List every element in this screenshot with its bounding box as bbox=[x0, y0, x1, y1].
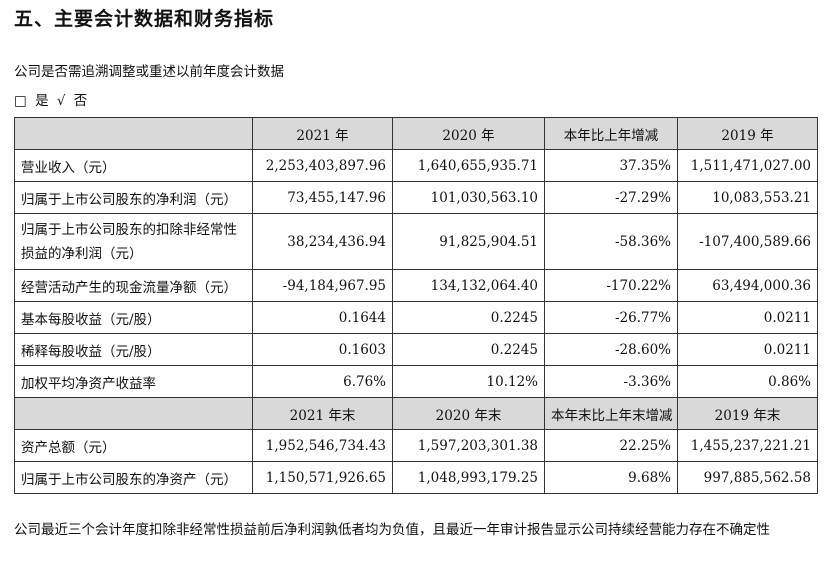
header-cell-blank bbox=[14, 117, 253, 150]
section-heading: 五、主要会计数据和财务指标 bbox=[14, 8, 275, 30]
cell-value: 0.1644 bbox=[252, 301, 393, 334]
cell-value: -170.22% bbox=[544, 269, 678, 302]
row-label: 归属于上市公司股东的扣除非经常性损益的净利润（元） bbox=[14, 213, 253, 270]
cell-value: 73,455,147.96 bbox=[252, 181, 393, 214]
row-label: 归属于上市公司股东的净资产（元） bbox=[14, 461, 253, 494]
row-label: 资产总额（元） bbox=[14, 429, 253, 462]
cell-value: 9.68% bbox=[544, 461, 678, 494]
cell-value: 38,234,436.94 bbox=[252, 213, 393, 270]
cell-value: -58.36% bbox=[544, 213, 678, 270]
cell-value: 1,455,237,221.21 bbox=[677, 429, 818, 462]
cell-value: 0.0211 bbox=[677, 301, 818, 334]
cell-value: -26.77% bbox=[544, 301, 678, 334]
header-cell: 2020 年 bbox=[392, 117, 545, 150]
header-cell: 2019 年末 bbox=[677, 397, 818, 430]
cell-value: 1,597,203,301.38 bbox=[392, 429, 545, 462]
header-cell: 2019 年 bbox=[677, 117, 818, 150]
row-label: 稀释每股收益（元/股） bbox=[14, 333, 253, 366]
table-row: 经营活动产生的现金流量净额（元） -94,184,967.95 134,132,… bbox=[14, 269, 818, 302]
header-cell: 2021 年 bbox=[252, 117, 393, 150]
checkbox-icon: □ bbox=[14, 93, 27, 109]
table-row: 归属于上市公司股东的净利润（元） 73,455,147.96 101,030,5… bbox=[14, 181, 818, 214]
cell-value: 6.76% bbox=[252, 365, 393, 398]
cell-value: 2,253,403,897.96 bbox=[252, 149, 393, 182]
row-label: 营业收入（元） bbox=[14, 149, 253, 182]
cell-value: 10.12% bbox=[392, 365, 545, 398]
checkmark-icon: √ bbox=[56, 93, 66, 109]
header-cell: 2021 年末 bbox=[252, 397, 393, 430]
cell-value: 22.25% bbox=[544, 429, 678, 462]
cell-value: 10,083,553.21 bbox=[677, 181, 818, 214]
restatement-question: 公司是否需追溯调整或重述以前年度会计数据 bbox=[14, 64, 284, 80]
table-row: 营业收入（元） 2,253,403,897.96 1,640,655,935.7… bbox=[14, 149, 818, 182]
row-label: 加权平均净资产收益率 bbox=[14, 365, 253, 398]
cell-value: -107,400,589.66 bbox=[677, 213, 818, 270]
cell-value: -27.29% bbox=[544, 181, 678, 214]
row-label: 经营活动产生的现金流量净额（元） bbox=[14, 269, 253, 302]
table-row: 资产总额（元） 1,952,546,734.43 1,597,203,301.3… bbox=[14, 429, 818, 462]
restatement-answer: □ 是 √ 否 bbox=[14, 91, 91, 111]
cell-value: -28.60% bbox=[544, 333, 678, 366]
cell-value: 0.2245 bbox=[392, 301, 545, 334]
financial-indicators-table: 2021 年 2020 年 本年比上年增减 2019 年 营业收入（元） 2,2… bbox=[14, 117, 818, 494]
cell-value: -3.36% bbox=[544, 365, 678, 398]
table-row: 稀释每股收益（元/股） 0.1603 0.2245 -28.60% 0.0211 bbox=[14, 333, 818, 366]
cell-value: 1,640,655,935.71 bbox=[392, 149, 545, 182]
table-row: 归属于上市公司股东的扣除非经常性损益的净利润（元） 38,234,436.94 … bbox=[14, 213, 818, 270]
table-header-row: 2021 年末 2020 年末 本年末比上年末增减 2019 年末 bbox=[14, 397, 818, 430]
cell-value: 37.35% bbox=[544, 149, 678, 182]
cell-value: 1,952,546,734.43 bbox=[252, 429, 393, 462]
table-row: 归属于上市公司股东的净资产（元） 1,150,571,926.65 1,048,… bbox=[14, 461, 818, 494]
table-header-row: 2021 年 2020 年 本年比上年增减 2019 年 bbox=[14, 117, 818, 150]
cell-value: 997,885,562.58 bbox=[677, 461, 818, 494]
going-concern-note: 公司最近三个会计年度扣除非经常性损益前后净利润孰低者均为负值，且最近一年审计报告… bbox=[14, 522, 770, 538]
cell-value: 1,048,993,179.25 bbox=[392, 461, 545, 494]
row-label: 基本每股收益（元/股） bbox=[14, 301, 253, 334]
cell-value: 0.1603 bbox=[252, 333, 393, 366]
header-cell: 本年比上年增减 bbox=[544, 117, 678, 150]
cell-value: 63,494,000.36 bbox=[677, 269, 818, 302]
header-cell-blank bbox=[14, 397, 253, 430]
cell-value: -94,184,967.95 bbox=[252, 269, 393, 302]
cell-value: 1,511,471,027.00 bbox=[677, 149, 818, 182]
table-row: 加权平均净资产收益率 6.76% 10.12% -3.36% 0.86% bbox=[14, 365, 818, 398]
cell-value: 101,030,563.10 bbox=[392, 181, 545, 214]
header-cell: 本年末比上年末增减 bbox=[544, 397, 678, 430]
cell-value: 0.0211 bbox=[677, 333, 818, 366]
cell-value: 134,132,064.40 bbox=[392, 269, 545, 302]
cell-value: 0.2245 bbox=[392, 333, 545, 366]
row-label: 归属于上市公司股东的净利润（元） bbox=[14, 181, 253, 214]
table-row: 基本每股收益（元/股） 0.1644 0.2245 -26.77% 0.0211 bbox=[14, 301, 818, 334]
answer-no-label: 否 bbox=[73, 93, 88, 109]
cell-value: 1,150,571,926.65 bbox=[252, 461, 393, 494]
answer-yes-label: 是 bbox=[35, 93, 49, 109]
cell-value: 91,825,904.51 bbox=[392, 213, 545, 270]
cell-value: 0.86% bbox=[677, 365, 818, 398]
header-cell: 2020 年末 bbox=[392, 397, 545, 430]
